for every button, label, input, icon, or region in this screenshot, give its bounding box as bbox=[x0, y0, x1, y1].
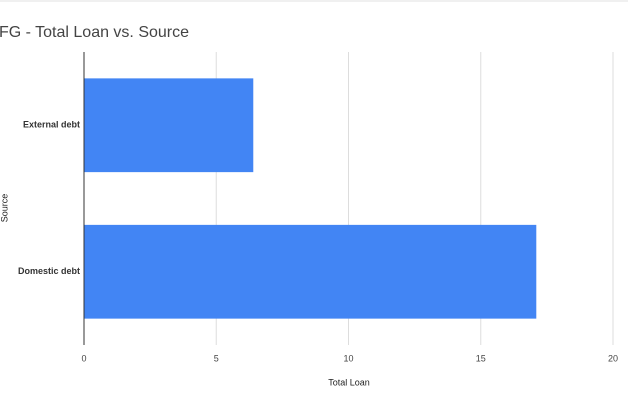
x-tick-label: 20 bbox=[608, 353, 618, 363]
y-tick-label: Domestic debt bbox=[18, 266, 80, 276]
x-axis-title: Total Loan bbox=[328, 377, 370, 387]
y-axis-title: Source bbox=[0, 194, 9, 223]
x-tick-label: 15 bbox=[476, 353, 486, 363]
x-tick-label: 10 bbox=[343, 353, 353, 363]
x-tick-label: 0 bbox=[81, 353, 86, 363]
chart-title: FG - Total Loan vs. Source bbox=[0, 24, 189, 41]
bar bbox=[84, 224, 537, 319]
y-tick-label: External debt bbox=[23, 120, 80, 130]
x-tick-label: 5 bbox=[214, 353, 219, 363]
bar bbox=[84, 78, 254, 173]
